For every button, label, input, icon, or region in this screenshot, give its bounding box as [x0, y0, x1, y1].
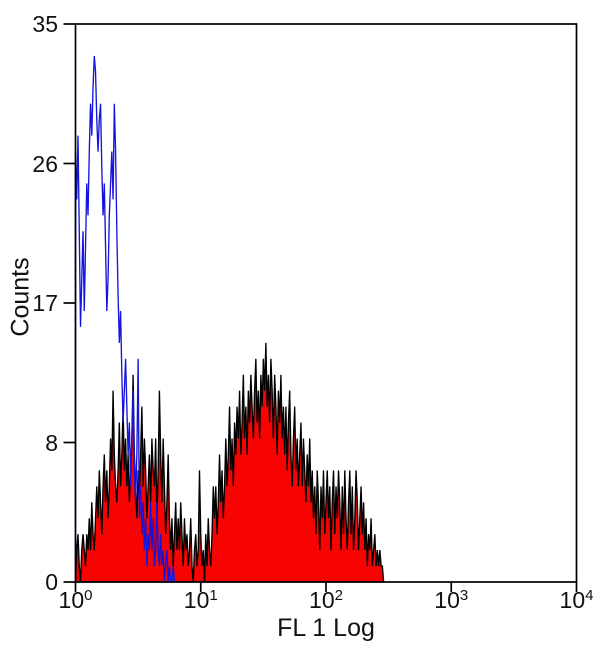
- x-tick-label: 102: [309, 587, 343, 613]
- x-tick-exponent: 2: [334, 587, 343, 604]
- y-tick-label: 8: [45, 429, 58, 456]
- y-tick-label: 26: [32, 150, 58, 177]
- y-tick-label: 17: [32, 290, 58, 316]
- y-axis-title: Counts: [6, 257, 35, 337]
- x-tick-label: 100: [59, 587, 93, 613]
- x-tick-exponent: 0: [84, 587, 93, 604]
- x-tick-base: 10: [559, 587, 586, 613]
- x-tick-base: 10: [309, 587, 335, 613]
- blue-open-histogram: [74, 55, 176, 583]
- x-axis-title: FL 1 Log: [277, 614, 375, 642]
- axis-ticks: [63, 23, 578, 592]
- series-group: [74, 55, 385, 583]
- y-tick-label: 35: [32, 11, 58, 37]
- x-tick-base: 10: [183, 587, 210, 613]
- x-tick-label: 104: [560, 587, 594, 613]
- x-tick-exponent: 4: [585, 587, 594, 604]
- x-tick-label: 103: [434, 587, 468, 613]
- x-tick-base: 10: [434, 587, 460, 613]
- x-tick-base: 10: [58, 587, 85, 613]
- x-tick-label: 101: [184, 587, 218, 613]
- y-tick-label: 0: [45, 569, 58, 595]
- x-tick-exponent: 3: [459, 587, 469, 604]
- x-tick-exponent: 1: [209, 587, 218, 604]
